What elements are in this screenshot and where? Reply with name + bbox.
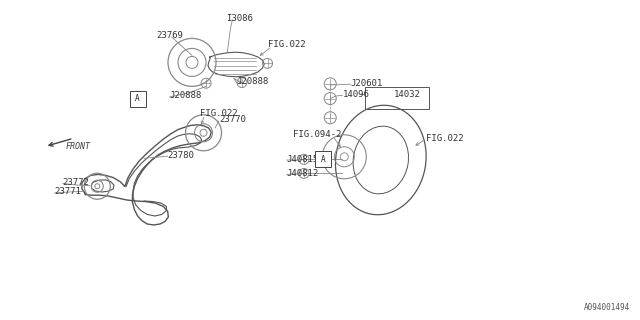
FancyBboxPatch shape [315, 151, 332, 167]
Text: J20888: J20888 [237, 77, 269, 86]
Text: 23780: 23780 [168, 151, 195, 160]
Text: 23770: 23770 [219, 116, 246, 124]
Text: J20888: J20888 [170, 92, 202, 100]
Text: J40815: J40815 [287, 155, 319, 164]
Text: FIG.094-2: FIG.094-2 [293, 130, 342, 139]
Text: A: A [321, 155, 326, 164]
Text: 14032: 14032 [394, 90, 420, 99]
FancyBboxPatch shape [129, 91, 146, 107]
Text: FIG.022: FIG.022 [268, 40, 305, 49]
Text: I3086: I3086 [226, 14, 253, 23]
Text: A094001494: A094001494 [584, 303, 630, 312]
Text: 23769: 23769 [157, 31, 184, 40]
Text: J40812: J40812 [287, 169, 319, 178]
Text: 23772: 23772 [63, 178, 90, 187]
Text: FRONT: FRONT [65, 142, 90, 151]
Text: J20601: J20601 [351, 79, 383, 88]
Text: 14096: 14096 [342, 90, 369, 99]
Text: 23771: 23771 [54, 188, 81, 196]
Text: FIG.022: FIG.022 [200, 109, 238, 118]
Text: A: A [135, 94, 140, 103]
Text: FIG.022: FIG.022 [426, 134, 463, 143]
